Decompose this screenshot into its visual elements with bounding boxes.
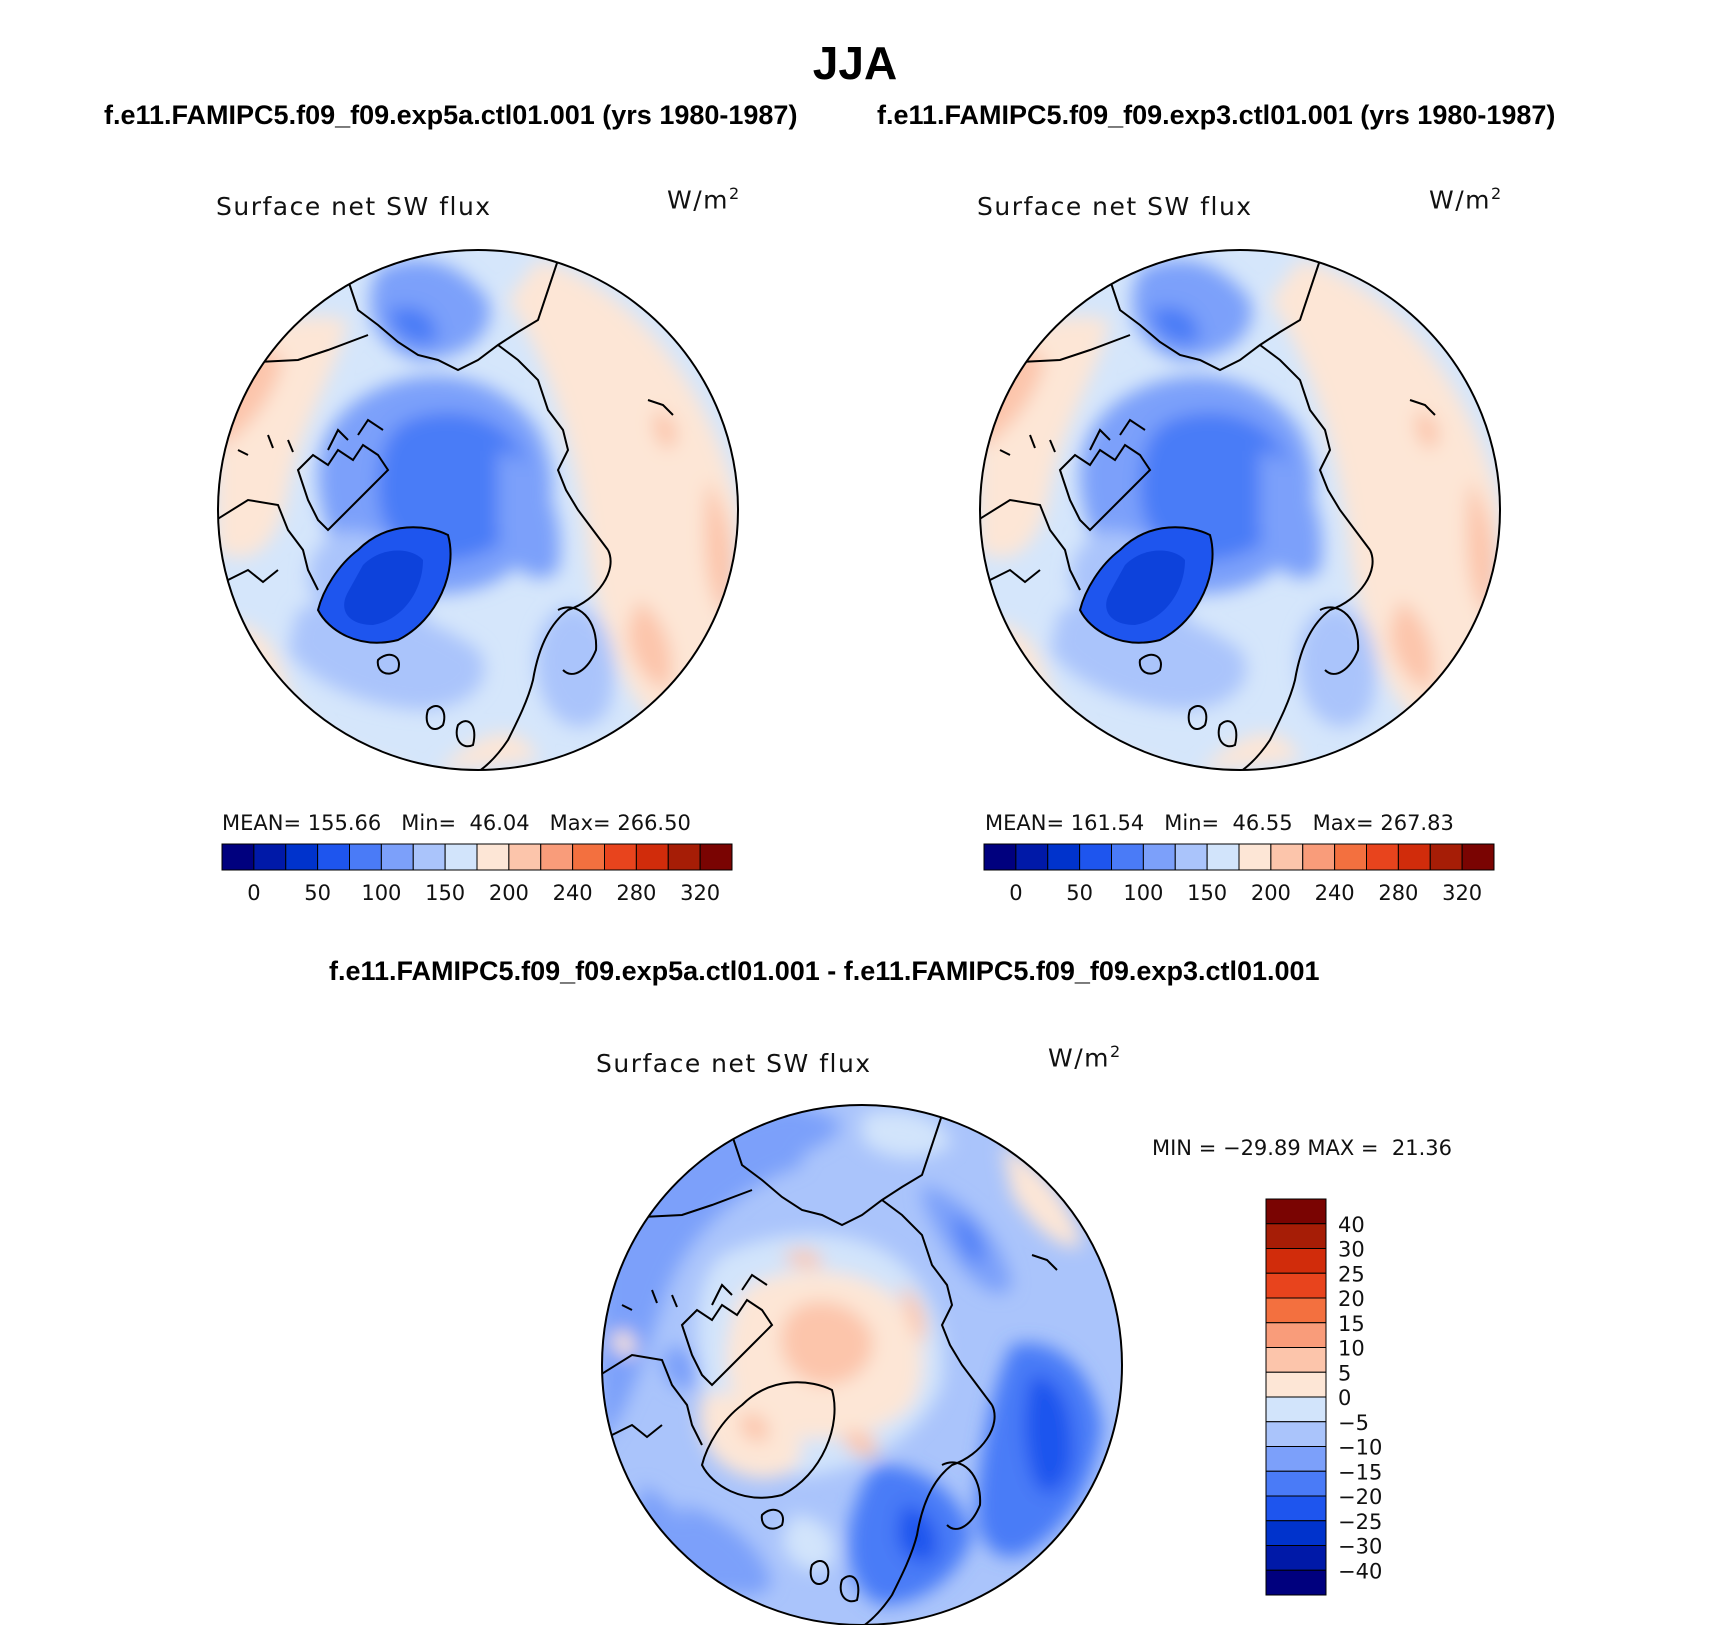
units-label-right: W/m2 [1429,184,1503,215]
colorbar-box [635,843,669,871]
colorbar-box [1265,1371,1327,1398]
case-title-left: f.e11.FAMIPC5.f09_f09.exp5a.ctl01.001 (y… [104,100,798,130]
colorbar-tick-label: 100 [361,881,401,905]
colorbar-box [1047,843,1081,871]
colorbar-box [1270,843,1304,871]
colorbar-box [317,843,350,871]
colorbar-tick-label: 25 [1338,1262,1365,1286]
colorbar-box [1265,1520,1327,1546]
colorbar-tick-label: 150 [425,881,465,905]
colorbar-tick-label: 320 [1442,881,1482,905]
colorbar-box [1429,843,1463,871]
colorbar-box [1397,843,1431,871]
colorbar-tick-label: 0 [1338,1386,1351,1410]
colorbar-tick-label: 0 [1009,881,1022,905]
colorbar-box [349,843,382,871]
colorbar-box [1265,1248,1327,1274]
colorbar-box [1265,1446,1327,1472]
colorbar-tick-label: 15 [1338,1312,1365,1336]
colorbar-box [1174,843,1208,871]
colorbar-tick-label: 100 [1123,881,1163,905]
colorbar-box [1265,1322,1327,1348]
colorbar-tick-label: 30 [1338,1238,1365,1262]
stats-left: MEAN= 155.66 Min= 46.04 Max= 266.50 [222,811,691,835]
colorbar-tick-label: 10 [1338,1337,1365,1361]
case-title-diff: f.e11.FAMIPC5.f09_f09.exp5a.ctl01.001 - … [329,956,1320,986]
colorbar-tick-label: −40 [1338,1559,1382,1583]
variable-label-left: Surface net SW flux [216,192,492,221]
colorbar-tick-label: −30 [1338,1535,1382,1559]
colorbar-box [983,843,1017,871]
colorbar-box [667,843,701,871]
colorbar-box [1366,843,1399,871]
colorbar-tick-label: −10 [1338,1436,1382,1460]
colorbar-tick-label: 40 [1338,1213,1365,1237]
colorbar-tick-label: −5 [1338,1411,1369,1435]
units-label-left: W/m2 [667,184,741,215]
colorbar-tick-label: −15 [1338,1460,1382,1484]
colorbar-box [221,843,255,871]
colorbar-box [412,843,446,871]
colorbar-box [540,843,574,871]
stats-right: MEAN= 161.54 Min= 46.55 Max= 267.83 [985,811,1454,835]
units-label-diff: W/m2 [1048,1042,1122,1073]
colorbar-tick-label: 50 [1066,881,1093,905]
colorbar-tick-label: 240 [553,881,593,905]
case-title-right: f.e11.FAMIPC5.f09_f09.exp3.ctl01.001 (yr… [877,100,1556,130]
colorbar-tick-label: 240 [1315,881,1355,905]
map-left [217,249,739,771]
colorbar-tick-label: 5 [1338,1361,1351,1385]
colorbar-tick-label: 320 [680,881,720,905]
colorbar-tick-label: 150 [1187,881,1227,905]
colorbar-box [444,843,478,871]
colorbar-box [1302,843,1336,871]
colorbar-box [572,843,605,871]
colorbar-tick-label: 200 [1251,881,1291,905]
colorbar-box [604,843,637,871]
colorbar-tick-label: 50 [304,881,331,905]
colorbar-box [476,843,510,871]
colorbar-tick-label: 200 [489,881,529,905]
colorbar-box [699,843,733,871]
colorbar-tick-label: 280 [1378,881,1418,905]
colorbar-box [285,843,319,871]
colorbar-box [1015,843,1049,871]
colorbar-box [1265,1297,1327,1324]
map-right [979,249,1501,771]
season-title: JJA [812,37,898,89]
colorbar-box [1265,1470,1327,1497]
colorbar-tick-label: −20 [1338,1485,1382,1509]
colorbar-box [1238,843,1272,871]
colorbar-tick-label: 280 [616,881,656,905]
colorbar-box [508,843,542,871]
colorbar-box [1265,1396,1327,1423]
variable-label-diff: Surface net SW flux [596,1049,872,1078]
colorbar-right: 0 50 100 150 200 240 280 320 [983,843,1495,905]
colorbar-box [1461,843,1495,871]
colorbar-tick-label: 20 [1338,1287,1365,1311]
colorbar-box [380,843,414,871]
colorbar-tick-label: −25 [1338,1510,1382,1534]
colorbar-box [1265,1272,1327,1299]
colorbar-box [1265,1495,1327,1522]
colorbar-box [1265,1545,1327,1571]
colorbar-box [1265,1421,1327,1447]
colorbar-box [1265,1223,1327,1249]
map-diff [601,1104,1123,1625]
colorbar-box [253,843,287,871]
colorbar-box [1079,843,1112,871]
colorbar-box [1265,1347,1327,1373]
variable-label-right: Surface net SW flux [977,192,1253,221]
colorbar-box [1111,843,1144,871]
colorbar-left: 0 50 100 150 200 240 280 320 [221,843,733,905]
colorbar-box [1334,843,1367,871]
minmax-diff: MIN = −29.89 MAX = 21.36 [1152,1136,1452,1160]
colorbar-box [1142,843,1176,871]
colorbar-box [1206,843,1240,871]
colorbar-tick-label: 0 [247,881,260,905]
colorbar-box [1265,1569,1327,1596]
colorbar-box [1265,1198,1327,1225]
